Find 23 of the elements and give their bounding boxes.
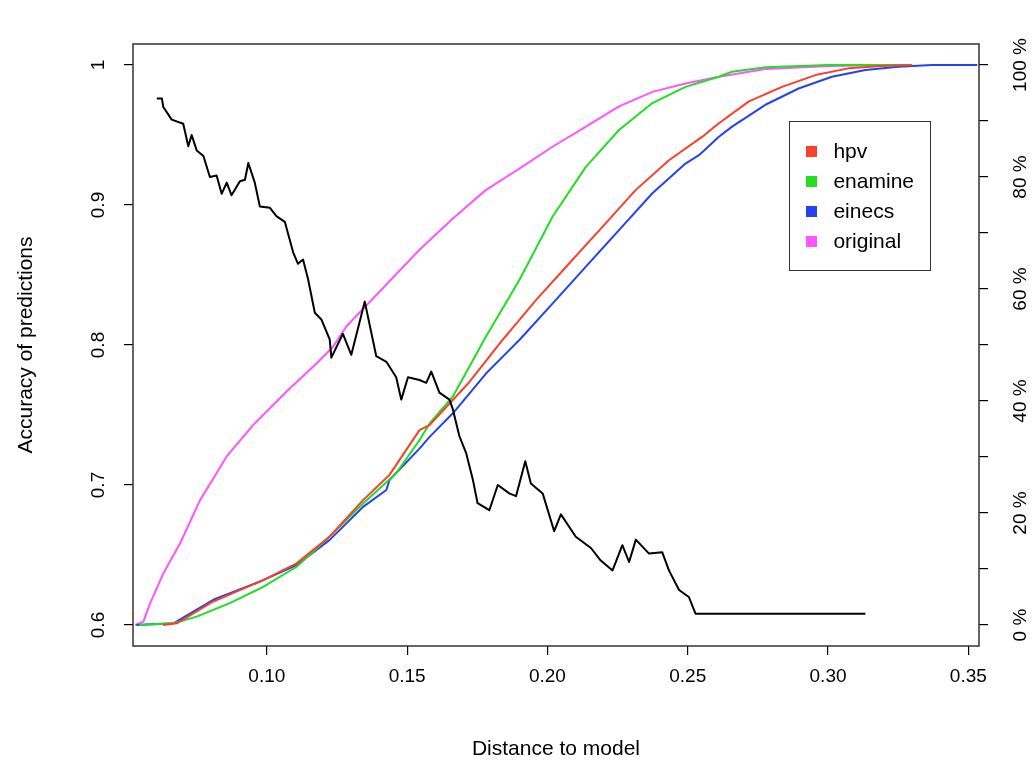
y2-tick-label: 80 % bbox=[1009, 155, 1031, 199]
x-axis-title: Distance to model bbox=[471, 736, 641, 760]
y2-tick-label: 40 % bbox=[1009, 379, 1031, 423]
y-tick-label: 0.9 bbox=[87, 191, 109, 219]
x-tick-label: 0.15 bbox=[388, 664, 426, 686]
legend-label: einecs bbox=[833, 198, 895, 224]
y-axis-title: Accuracy of predictions bbox=[13, 236, 37, 454]
y-tick-label: 0.6 bbox=[87, 611, 109, 639]
x-tick-label: 0.30 bbox=[809, 664, 847, 686]
y2-tick-label: 0 % bbox=[1009, 608, 1031, 642]
y2-tick-label: 100 % bbox=[1009, 37, 1031, 92]
y2-tick-label: 60 % bbox=[1009, 267, 1031, 311]
x-tick-label: 0.35 bbox=[949, 664, 987, 686]
x-tick-label: 0.20 bbox=[528, 664, 566, 686]
legend-label: enamine bbox=[833, 168, 914, 194]
x-tick-label: 0.10 bbox=[248, 664, 286, 686]
x-tick-label: 0.25 bbox=[669, 664, 707, 686]
y-tick-label: 0.7 bbox=[87, 471, 109, 499]
legend-label: hpv bbox=[833, 138, 868, 164]
legend-label: original bbox=[833, 228, 902, 254]
y-tick-label: 0.8 bbox=[87, 331, 109, 359]
y2-tick-label: 20 % bbox=[1009, 491, 1031, 535]
y-tick-label: 1 bbox=[87, 59, 109, 71]
